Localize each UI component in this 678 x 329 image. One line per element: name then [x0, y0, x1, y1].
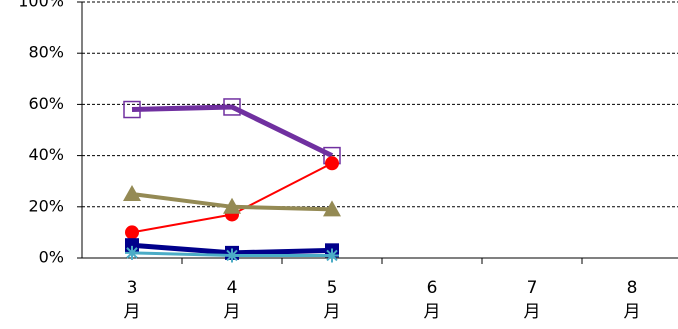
marker [323, 200, 341, 217]
y-tick-label: 0% [39, 248, 64, 267]
marker [223, 197, 241, 214]
marker [223, 98, 241, 116]
x-tick-label: 3 月 [123, 278, 141, 322]
y-tick-label: 40% [28, 145, 64, 164]
x-tick-label: 5 月 [323, 278, 341, 322]
y-tick-label: 20% [28, 196, 64, 215]
marker [123, 100, 141, 119]
marker [125, 245, 139, 260]
y-tick-label: 100% [18, 0, 64, 11]
x-tick-label: 4 月 [223, 278, 241, 322]
x-tick-label: 8 月 [623, 278, 641, 322]
x-tick-label: 7 月 [523, 278, 541, 322]
marker [325, 248, 339, 263]
y-tick-label: 60% [28, 94, 64, 113]
x-tick-label: 6 月 [423, 278, 441, 322]
marker [125, 225, 139, 240]
marker [123, 185, 141, 201]
series-line [131, 104, 334, 158]
y-tick-label: 80% [28, 43, 64, 62]
marker [225, 248, 239, 263]
marker [325, 156, 339, 171]
